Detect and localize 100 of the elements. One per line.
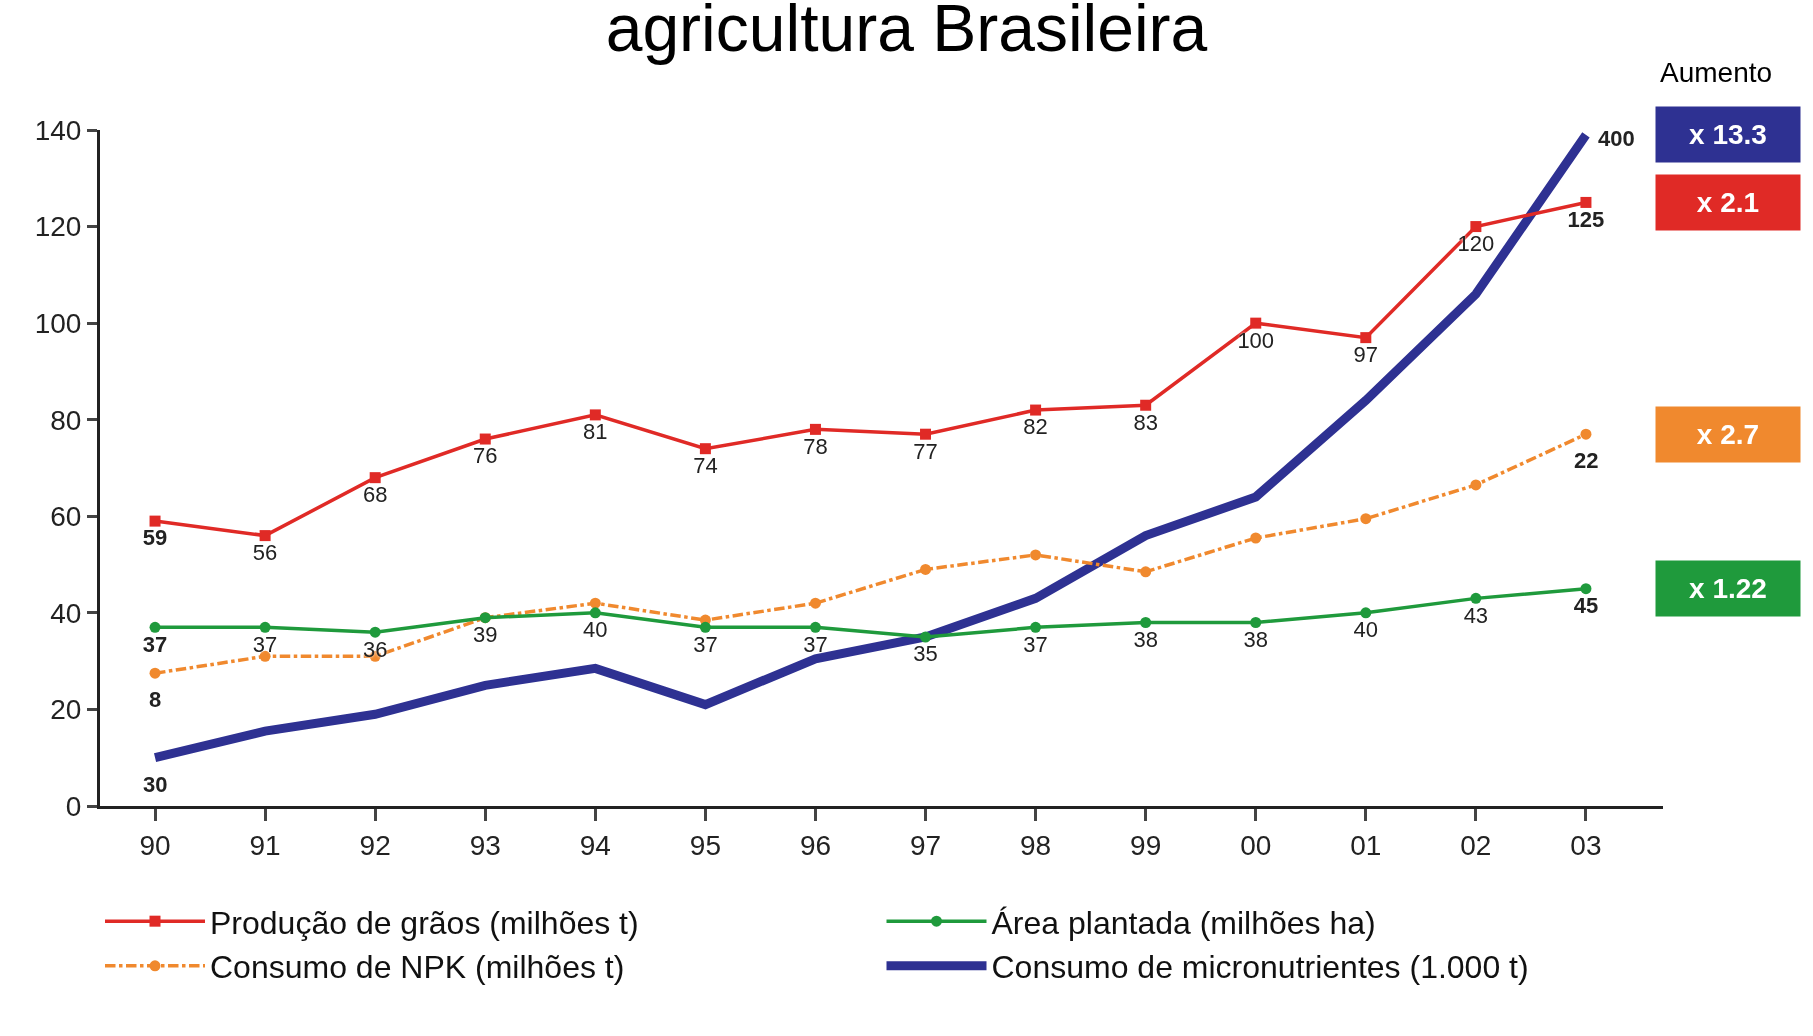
y-tick-label: 60: [50, 501, 82, 533]
point: [259, 530, 271, 542]
point: [1580, 428, 1592, 440]
point: [1470, 221, 1482, 233]
point: [1250, 617, 1262, 629]
text: x 1.22: [1689, 573, 1767, 604]
x-tick-label: 94: [579, 829, 611, 861]
x-tick-label: 93: [469, 829, 501, 861]
x-tick-label: 00: [1240, 829, 1272, 861]
data-label: 120: [1457, 230, 1495, 256]
data-label: 35: [913, 641, 938, 667]
data-label: 56: [252, 539, 278, 565]
text: x 2.7: [1696, 419, 1760, 450]
y-tick-label: 20: [50, 694, 82, 726]
point: [479, 433, 491, 445]
point: [1580, 196, 1592, 208]
data-label: 125: [1567, 206, 1605, 232]
point: [1360, 513, 1372, 525]
data-label: 78: [803, 433, 828, 459]
point: [699, 443, 711, 455]
legend-label: Consumo de micronutrientes (1.000 t): [991, 949, 1529, 986]
data-label: 37: [1023, 631, 1048, 657]
data-label: 74: [693, 453, 718, 479]
point: [920, 631, 932, 643]
x-tick-label: 91: [249, 829, 281, 861]
point: [149, 621, 161, 633]
point: [1140, 566, 1152, 578]
legend-label: Consumo de NPK (milhões t): [210, 949, 625, 986]
data-label: 100: [1237, 327, 1275, 353]
x-tick-label: 96: [799, 829, 832, 861]
annotation: 22: [1574, 448, 1599, 473]
point: [1030, 549, 1042, 561]
point: [1580, 583, 1592, 595]
y-tick-label: 40: [50, 597, 82, 629]
x-tick-label: 03: [1570, 829, 1602, 861]
y-tick-label: 100: [34, 307, 82, 339]
data-label: 38: [1243, 626, 1268, 652]
data-label: 40: [1353, 617, 1379, 643]
annotation: 400: [1598, 126, 1635, 151]
point: [1360, 332, 1372, 344]
text: x 13.3: [1689, 119, 1767, 150]
data-label: 68: [362, 482, 388, 508]
point: [369, 472, 381, 484]
text: Aumento: [1660, 57, 1773, 88]
point: [920, 563, 932, 575]
text: x 2.1: [1696, 187, 1760, 218]
data-label: 77: [913, 438, 938, 464]
point: [369, 626, 381, 638]
data-label: 37: [803, 631, 828, 657]
data-label: 37: [252, 631, 278, 657]
data-label: 59: [142, 525, 168, 551]
data-label: 97: [1353, 342, 1379, 368]
point: [809, 621, 821, 633]
point: [699, 621, 711, 633]
x-tick-label: 92: [359, 829, 391, 861]
data-label: 37: [693, 631, 718, 657]
legend-label: Área plantada (milhões ha): [991, 904, 1376, 941]
y-tick-label: 120: [34, 211, 82, 243]
point: [589, 597, 601, 609]
x-tick-label: 97: [909, 829, 942, 861]
data-label: 45: [1573, 593, 1599, 619]
annotation: 30: [143, 772, 168, 797]
point: [920, 428, 932, 440]
point: [1470, 592, 1482, 604]
chart-title: agricultura Brasileira: [605, 0, 1208, 66]
point: [1140, 617, 1152, 629]
data-label: 38: [1133, 626, 1158, 652]
x-tick-label: 98: [1020, 829, 1052, 861]
y-tick-label: 80: [50, 404, 82, 436]
point: [1250, 532, 1262, 544]
data-label: 37: [142, 631, 168, 657]
point: [589, 607, 601, 619]
point: [589, 409, 601, 421]
legend-label: Produção de grãos (milhões t): [210, 904, 639, 941]
point: [1250, 317, 1262, 329]
data-label: 82: [1023, 414, 1048, 440]
point: [1140, 399, 1152, 411]
point: [809, 423, 821, 435]
x-tick-label: 02: [1460, 829, 1492, 861]
data-label: 43: [1463, 602, 1489, 628]
point: [149, 667, 161, 679]
point: [1030, 404, 1042, 416]
data-label: 40: [583, 617, 608, 643]
point: [259, 621, 271, 633]
data-label: 76: [473, 443, 498, 469]
x-tick-label: 90: [139, 829, 171, 861]
annotation: 8: [149, 687, 162, 712]
point: [1030, 621, 1042, 633]
data-label: 81: [583, 419, 608, 445]
data-label: 83: [1133, 409, 1158, 435]
data-label: 39: [473, 622, 498, 648]
x-tick-label: 99: [1130, 829, 1162, 861]
y-tick-label: 0: [65, 790, 82, 822]
point: [149, 515, 161, 527]
point: [1470, 479, 1482, 491]
x-tick-label: 95: [689, 829, 721, 861]
point: [1360, 607, 1372, 619]
point: [809, 597, 821, 609]
y-tick-label: 140: [34, 114, 82, 146]
x-tick-label: 01: [1350, 829, 1382, 861]
